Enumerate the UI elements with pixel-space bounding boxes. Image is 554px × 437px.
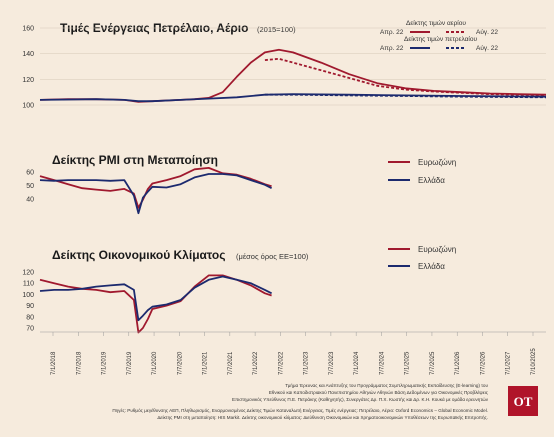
y-tick-label: 50 xyxy=(26,183,34,190)
source-line-3: Επιστημονικός Υπεύθυνος Π.Ε. Πετράκης (Κ… xyxy=(232,396,489,402)
logo-text: OT xyxy=(514,394,533,409)
series-line-2-0 xyxy=(39,274,272,334)
x-tick-label: 7/7/2026 xyxy=(480,351,486,375)
y-tick-label: 100 xyxy=(22,103,34,110)
y-tick-label: 90 xyxy=(26,303,34,310)
legend-esi-ez: Ευρωζώνη xyxy=(418,245,456,254)
x-tick-label: 7/1/2025 xyxy=(405,351,411,375)
x-axis: 7/1/2018 7/7/2018 7/1/2019 7/7/2019 7/1/2020… xyxy=(40,331,546,375)
series-line-0-3 xyxy=(264,93,547,99)
y-tick-label: 120 xyxy=(22,270,34,277)
panel1-subtitle: (2015=100) xyxy=(257,25,296,34)
legend-esi-gr: Ελλάδα xyxy=(418,262,445,271)
x-tick-label: 7/1/2020 xyxy=(152,351,158,375)
x-tick-label: 7/1/2022 xyxy=(253,351,259,375)
x-tick-label: 7/1/2021 xyxy=(203,351,209,375)
y-tick-label: 110 xyxy=(23,281,34,288)
x-tick-label: 7/7/2023 xyxy=(329,351,335,375)
legend-oil-label: Δείκτης τιμών πετρελαίου xyxy=(404,35,477,43)
y-tick-label: 60 xyxy=(26,170,34,177)
y-tick-label: 80 xyxy=(26,314,34,321)
panel3-subtitle: (μέσος όρος ΕΕ=100) xyxy=(236,252,309,261)
plot-area: 100 120 140 160 40 50 60 70 80 90 100 110 120 xyxy=(22,26,547,334)
legend-gas-apr: Απρ. 22 xyxy=(380,29,404,36)
x-tick-label: 7/1/2023 xyxy=(304,351,310,375)
y-tick-label: 40 xyxy=(26,197,34,204)
y-tick-label: 120 xyxy=(22,77,34,84)
x-tick-label: 7/1/2027 xyxy=(506,351,512,375)
legend-pmi-ez: Ευρωζώνη xyxy=(418,158,456,167)
source-line-1: Τμήμα Έρευνας και Ανάπτυξης του Προγράμμ… xyxy=(285,382,488,389)
y-tick-label: 160 xyxy=(22,26,34,33)
x-tick-label: 7/7/2024 xyxy=(379,351,385,375)
legend-oil-apr: Απρ. 22 xyxy=(380,45,404,52)
x-tick-label: 7/1/2024 xyxy=(354,351,360,375)
y-tick-label: 100 xyxy=(22,292,34,299)
x-tick-label: 7/1/2019 xyxy=(102,351,108,375)
source-line-4: Πηγές: Ρυθμός μεγέθυνσης ΑΕΠ, Πληθωρισμό… xyxy=(112,407,488,413)
x-tick-label: 7/7/2025 xyxy=(430,351,436,375)
series-line-1-1 xyxy=(39,173,273,215)
source-line-2: Εθνικού και Καποδιστριακού Πανεπιστημίου… xyxy=(269,389,489,395)
panel3-title: Δείκτης Οικονομικού Κλίματος xyxy=(52,248,226,262)
x-tick-label: 7/1/2018 xyxy=(51,351,57,375)
x-tick-label: 7/10/2025 xyxy=(531,348,537,375)
x-tick-label: 7/7/2022 xyxy=(278,351,284,375)
logo-box xyxy=(508,386,538,416)
series-line-0-1 xyxy=(264,57,547,97)
legend-oil-aug: Αύγ. 22 xyxy=(476,44,498,52)
y-tick-label: 140 xyxy=(22,51,34,58)
x-tick-label: 7/7/2019 xyxy=(127,351,133,375)
panel2-title: Δείκτης PMI στη Μεταποίηση xyxy=(52,153,218,167)
legend-gas-aug: Αύγ. 22 xyxy=(476,28,498,36)
x-tick-label: 7/7/2021 xyxy=(228,351,234,375)
legend-pmi-gr: Ελλάδα xyxy=(418,176,445,185)
x-tick-label: 7/7/2018 xyxy=(76,351,82,375)
legend-gas-label: Δείκτης τιμών αερίου xyxy=(406,19,466,27)
x-tick-label: 7/1/2026 xyxy=(455,351,461,375)
x-tick-label: 7/7/2020 xyxy=(177,351,183,375)
series-line-2-1 xyxy=(39,275,273,322)
source-line-5: Δείκτης PMI στη μεταποίηση: HIS Markit. … xyxy=(157,414,488,420)
y-tick-label: 70 xyxy=(26,326,34,333)
